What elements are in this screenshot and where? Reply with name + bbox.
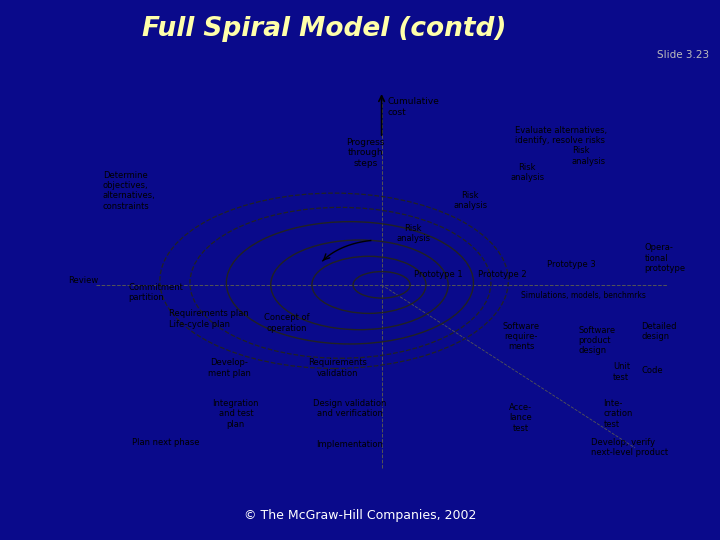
- Text: Software
product
design: Software product design: [578, 326, 615, 355]
- Text: Determine
objectives,
alternatives,
constraints: Determine objectives, alternatives, cons…: [103, 171, 156, 211]
- Text: Prototype 1: Prototype 1: [414, 270, 463, 279]
- Text: Slide 3.23: Slide 3.23: [657, 50, 709, 60]
- Text: Review: Review: [68, 276, 98, 285]
- Text: Design validation
and verification: Design validation and verification: [313, 399, 387, 418]
- Text: Simulations, models, benchmrks: Simulations, models, benchmrks: [521, 291, 646, 300]
- Text: Risk
analysis: Risk analysis: [396, 224, 431, 243]
- Text: Requirements plan
Life-cycle plan: Requirements plan Life-cycle plan: [169, 309, 249, 329]
- Text: Implementation: Implementation: [317, 440, 383, 449]
- Text: Concept of
operation: Concept of operation: [264, 313, 310, 333]
- Text: Integration
and test
plan: Integration and test plan: [212, 399, 259, 429]
- Text: Develop-
ment plan: Develop- ment plan: [208, 358, 251, 377]
- Text: Commitment
partition: Commitment partition: [128, 283, 183, 302]
- Text: Risk
analysis: Risk analysis: [510, 163, 544, 182]
- Text: Prototype 2: Prototype 2: [477, 270, 526, 279]
- Text: Full Spiral Model (contd): Full Spiral Model (contd): [142, 17, 506, 43]
- Text: Software
require-
ments: Software require- ments: [503, 321, 539, 352]
- Text: Acce-
lance
test: Acce- lance test: [510, 403, 533, 433]
- Text: © The McGraw-Hill Companies, 2002: © The McGraw-Hill Companies, 2002: [244, 509, 476, 522]
- Text: Risk
analysis: Risk analysis: [454, 191, 487, 211]
- Text: Unit
test: Unit test: [613, 362, 630, 382]
- Text: Inte-
cration
test: Inte- cration test: [603, 399, 633, 429]
- Text: Requirements
validation: Requirements validation: [308, 358, 366, 377]
- Text: Code: Code: [642, 367, 663, 375]
- Text: Cumulative
cost: Cumulative cost: [388, 97, 440, 117]
- Text: Detailed
design: Detailed design: [642, 321, 677, 341]
- Text: Plan next phase: Plan next phase: [132, 438, 200, 447]
- Text: Prototype 3: Prototype 3: [547, 260, 596, 269]
- Text: Progress
through
steps: Progress through steps: [346, 138, 385, 168]
- Text: Opera-
tional
prototype: Opera- tional prototype: [644, 244, 685, 273]
- Text: Develop, verify
next-level product: Develop, verify next-level product: [590, 438, 668, 457]
- Text: Risk
analysis: Risk analysis: [572, 146, 606, 166]
- Text: Evaluate alternatives,
identify, resolve risks: Evaluate alternatives, identify, resolve…: [515, 126, 607, 145]
